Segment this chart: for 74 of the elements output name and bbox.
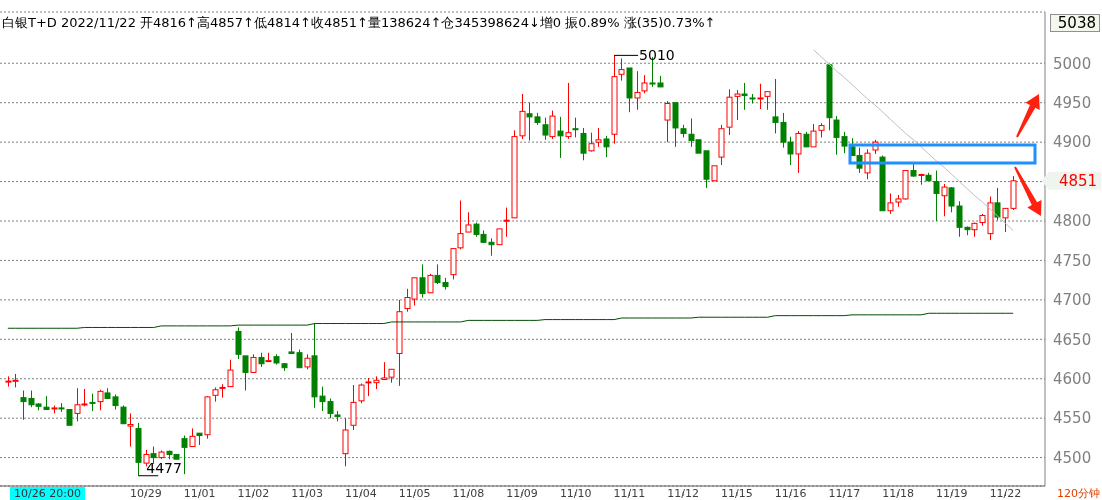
text: 4851 <box>1058 171 1098 190</box>
candlestick <box>757 83 764 110</box>
x-tick-label: 11/04 <box>345 487 377 500</box>
y-tick-label: 4550 <box>1053 409 1092 428</box>
candlestick <box>572 117 579 138</box>
x-tick-label: 11/19 <box>935 487 968 500</box>
candlestick <box>933 170 940 222</box>
x-tick-label: 11/16 <box>774 487 807 500</box>
candlestick <box>580 127 587 161</box>
candlestick <box>427 273 434 294</box>
candlestick <box>565 82 572 140</box>
y-tick-label: 5000 <box>1053 54 1092 73</box>
candlestick <box>595 127 602 148</box>
candlestick <box>641 74 648 94</box>
x-tick-label: 11/09 <box>506 487 538 500</box>
x-tick-label: 11/08 <box>452 487 485 500</box>
candlestick <box>342 417 349 467</box>
candlestick <box>127 412 134 448</box>
candlestick <box>358 382 365 404</box>
candlestick <box>588 132 595 153</box>
text: 5038 <box>1050 14 1100 32</box>
x-tick-label: 11/12 <box>667 487 700 500</box>
y-tick-label: 4650 <box>1053 330 1092 349</box>
y-tick-label: 4950 <box>1053 94 1092 113</box>
candlestick <box>994 187 1001 221</box>
y-tick-label: 4900 <box>1053 133 1092 152</box>
candlestick <box>457 200 464 250</box>
candlestick <box>503 207 510 238</box>
x-tick-label: 11/15 <box>721 487 753 500</box>
x-tick-label: 11/17 <box>828 487 861 500</box>
candlestick <box>465 211 472 233</box>
candlestick <box>618 58 625 82</box>
candlestick <box>250 353 257 373</box>
candlestick <box>634 70 641 111</box>
candlestick <box>603 135 610 158</box>
annotation: 5010 <box>639 47 675 64</box>
candlestick <box>795 130 802 174</box>
candlestick <box>181 435 188 475</box>
x-tick-label: 11/05 <box>398 487 431 500</box>
candlestick <box>189 427 196 448</box>
x-tick-label: 10/29 <box>130 487 162 500</box>
candlestick <box>549 110 556 140</box>
x-tick-label: 11/22 <box>989 487 1022 500</box>
x-tick-label: 11/01 <box>183 487 216 500</box>
candlestick <box>419 263 426 298</box>
candlestick <box>734 89 741 121</box>
candlestick <box>219 383 226 399</box>
candlestick <box>97 389 104 411</box>
x-tick-label: 11/10 <box>559 487 592 500</box>
y-tick-label: 4800 <box>1053 212 1092 231</box>
y-tick-label: 4750 <box>1053 251 1092 270</box>
candlestick <box>664 100 671 143</box>
text: 10/26 20:00 <box>10 487 85 500</box>
y-tick-label: 4700 <box>1053 291 1092 310</box>
candlestick <box>242 355 249 392</box>
candlestick <box>542 117 549 141</box>
candlestick <box>764 91 771 111</box>
annotation: 4477 <box>146 459 182 476</box>
candlestick <box>227 359 234 388</box>
candlestick <box>557 116 564 159</box>
candlestick <box>235 326 242 360</box>
line-series <box>813 49 1014 231</box>
chart-title: 白银T+D 2022/11/22 开4816↑高4857↑低4814↑收4851↑量138624↑仓345398624↓增0 振0.89% 涨(35)0.73%↑ <box>2 14 716 32</box>
y-tick-label: 4500 <box>1053 448 1092 467</box>
x-tick-label: 11/11 <box>613 487 646 500</box>
candlestick <box>350 384 357 431</box>
candlestick <box>941 183 948 217</box>
x-tick-label: 11/03 <box>291 487 323 500</box>
y-tick-label: 4600 <box>1053 370 1092 389</box>
x-tick-label: 11/18 <box>882 487 914 500</box>
text: 120分钟 <box>1057 487 1100 500</box>
line-series <box>7 312 1014 329</box>
candlestick <box>741 82 748 111</box>
x-tick-label: 11/02 <box>237 487 270 500</box>
